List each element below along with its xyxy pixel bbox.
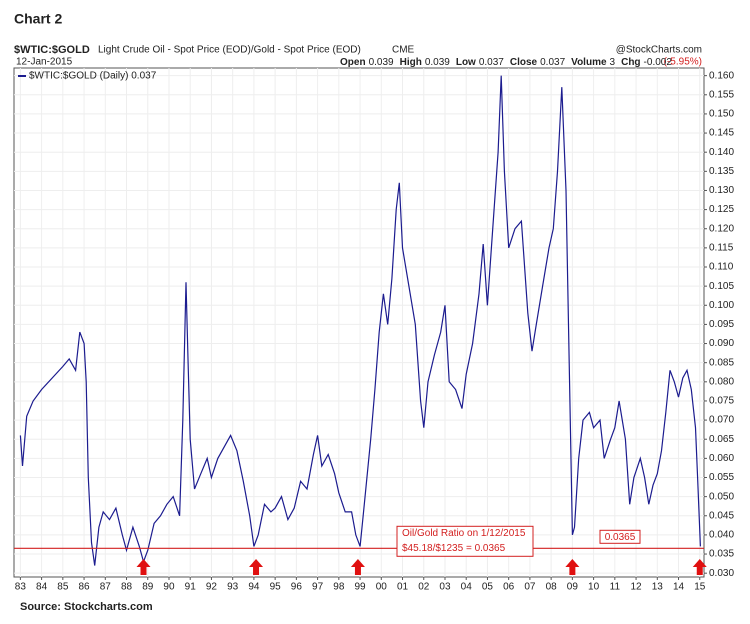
- change-percent: (-5.95%): [664, 57, 702, 68]
- annotation: Oil/Gold Ratio on 1/12/2015: [402, 528, 526, 539]
- y-tick-label: 0.160: [709, 70, 734, 81]
- y-tick-label: 0.090: [709, 338, 734, 349]
- y-tick-label: 0.085: [709, 357, 734, 368]
- x-tick-label: 87: [100, 582, 112, 593]
- x-tick-label: 91: [185, 582, 197, 593]
- x-tick-label: 99: [354, 582, 366, 593]
- reference-label-box: [599, 529, 641, 544]
- plot-frame: [13, 67, 705, 578]
- x-tick-label: 08: [546, 582, 558, 593]
- y-tick-label: 0.080: [709, 376, 734, 387]
- quote-label: Low: [456, 57, 476, 68]
- y-tick-label: 0.050: [709, 491, 734, 502]
- x-tick-label: 96: [291, 582, 303, 593]
- x-tick-label: 89: [142, 582, 154, 593]
- annotation: $45.18/$1235 = 0.0365: [402, 543, 506, 554]
- y-tick-label: 0.095: [709, 319, 734, 330]
- arrow-marker: [249, 559, 264, 575]
- subtitle: Light Crude Oil - Spot Price (EOD)/Gold …: [98, 45, 361, 56]
- x-tick-label: 97: [312, 582, 324, 593]
- symbol: $WTIC:$GOLD: [14, 44, 90, 56]
- y-tick-label: 0.135: [709, 166, 734, 177]
- quote-label: Close: [510, 57, 538, 68]
- x-tick-label: 12: [630, 582, 642, 593]
- legend-label: $WTIC:$GOLD (Daily) 0.037: [29, 71, 157, 82]
- quote-value: 0.037: [479, 57, 504, 68]
- x-tick-label: 10: [588, 582, 600, 593]
- x-tick-label: 94: [248, 582, 260, 593]
- x-tick-label: 92: [206, 582, 218, 593]
- quote-value: 0.039: [369, 57, 394, 68]
- x-tick-label: 07: [524, 582, 536, 593]
- x-tick-label: 01: [397, 582, 409, 593]
- quote-label: Volume: [571, 57, 607, 68]
- y-tick-label: 0.045: [709, 510, 734, 521]
- x-tick-label: 88: [121, 582, 133, 593]
- y-tick-label: 0.125: [709, 204, 734, 215]
- y-tick-label: 0.145: [709, 128, 734, 139]
- x-tick-label: 83: [15, 582, 27, 593]
- exchange: CME: [392, 45, 415, 56]
- y-tick-label: 0.075: [709, 396, 734, 407]
- source: Source: Stockcharts.com: [20, 601, 153, 613]
- arrow-marker: [565, 559, 580, 575]
- y-tick-label: 0.070: [709, 415, 734, 426]
- credit: @StockCharts.com: [616, 45, 702, 56]
- y-tick-label: 0.150: [709, 109, 734, 120]
- x-tick-label: 06: [503, 582, 515, 593]
- y-tick-label: 0.100: [709, 300, 734, 311]
- quote-label: High: [400, 57, 422, 68]
- x-tick-label: 13: [652, 582, 664, 593]
- y-tick-label: 0.140: [709, 147, 734, 158]
- quote-label: Open: [340, 57, 366, 68]
- reference-label: 0.0365: [605, 532, 636, 543]
- x-tick-label: 85: [57, 582, 69, 593]
- x-tick-label: 00: [376, 582, 388, 593]
- y-tick-label: 0.065: [709, 434, 734, 445]
- y-tick-label: 0.110: [709, 262, 734, 273]
- y-tick-label: 0.030: [709, 568, 734, 579]
- y-tick-label: 0.060: [709, 453, 734, 464]
- x-tick-label: 93: [227, 582, 239, 593]
- y-tick-label: 0.055: [709, 472, 734, 483]
- x-tick-label: 98: [333, 582, 345, 593]
- y-tick-label: 0.115: [709, 243, 734, 254]
- date: 12-Jan-2015: [16, 57, 73, 68]
- quote: Open 0.039 High 0.039 Low 0.037 Close 0.037 Volu…: [340, 57, 672, 68]
- x-tick-label: 02: [418, 582, 430, 593]
- arrow-marker: [350, 559, 365, 575]
- x-tick-label: 15: [694, 582, 706, 593]
- x-tick-label: 95: [270, 582, 282, 593]
- x-tick-label: 03: [439, 582, 451, 593]
- x-tick-label: 14: [673, 582, 685, 593]
- y-tick-label: 0.120: [709, 223, 734, 234]
- annotation-box: [396, 525, 534, 557]
- x-tick-label: 09: [567, 582, 579, 593]
- y-tick-label: 0.040: [709, 530, 734, 541]
- quote-value: -0.002: [644, 57, 673, 68]
- arrow-marker: [692, 559, 707, 575]
- x-tick-label: 04: [461, 582, 473, 593]
- x-tick-label: 11: [610, 582, 621, 593]
- y-tick-label: 0.105: [709, 281, 734, 292]
- x-tick-label: 90: [163, 582, 175, 593]
- quote-label: Chg: [621, 57, 640, 68]
- y-tick-label: 0.155: [709, 89, 734, 100]
- series-line: [19, 75, 701, 566]
- chart-title: Chart 2: [14, 11, 62, 27]
- y-tick-label: 0.130: [709, 185, 734, 196]
- y-tick-label: 0.035: [709, 549, 734, 560]
- x-tick-label: 86: [78, 582, 90, 593]
- arrow-marker: [136, 559, 151, 575]
- quote-value: 0.039: [425, 57, 450, 68]
- quote-value: 0.037: [540, 57, 565, 68]
- quote-value: 3: [610, 57, 616, 68]
- x-tick-label: 84: [36, 582, 48, 593]
- x-tick-label: 05: [482, 582, 494, 593]
